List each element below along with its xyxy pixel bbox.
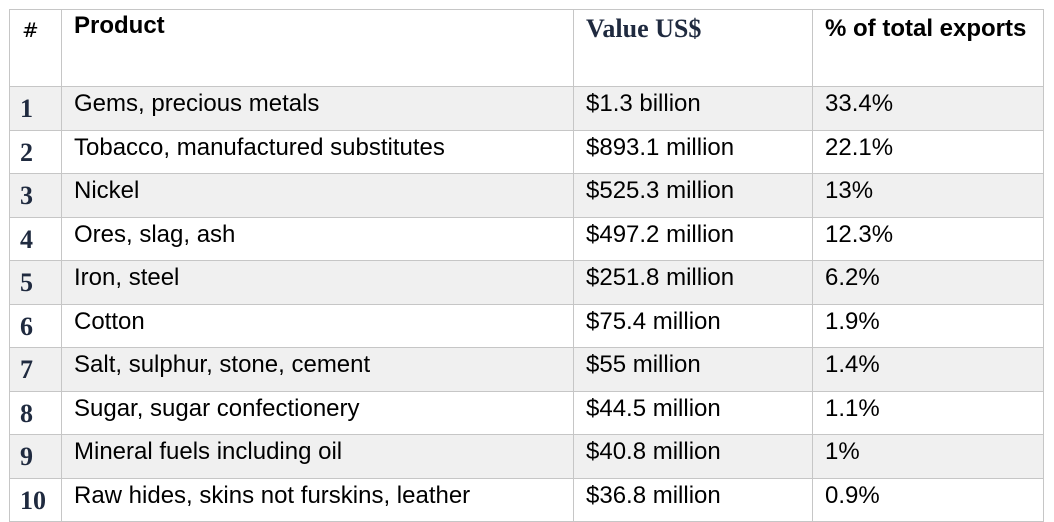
row-product: Salt, sulphur, stone, cement bbox=[61, 347, 574, 392]
row-percent: 0.9% bbox=[812, 477, 1044, 522]
row-percent: 33.4% bbox=[812, 86, 1044, 131]
row-product: Sugar, sugar confectionery bbox=[61, 390, 574, 435]
row-percent: 22.1% bbox=[812, 129, 1044, 174]
row-value: $251.8 million bbox=[573, 260, 813, 305]
row-percent: 1.1% bbox=[812, 390, 1044, 435]
table-row: 8 Sugar, sugar confectionery $44.5 milli… bbox=[9, 390, 1044, 435]
row-value: $44.5 million bbox=[573, 390, 813, 435]
row-number: 1 bbox=[9, 86, 62, 131]
row-product: Ores, slag, ash bbox=[61, 216, 574, 261]
row-value: $55 million bbox=[573, 347, 813, 392]
row-product: Tobacco, manufactured substitutes bbox=[61, 129, 574, 174]
table-row: 5 Iron, steel $251.8 million 6.2% bbox=[9, 260, 1044, 305]
table-row: 9 Mineral fuels including oil $40.8 mill… bbox=[9, 434, 1044, 479]
table-row: 6 Cotton $75.4 million 1.9% bbox=[9, 303, 1044, 348]
row-number: 8 bbox=[9, 390, 62, 435]
row-number: 4 bbox=[9, 216, 62, 261]
row-number: 9 bbox=[9, 434, 62, 479]
exports-table: # Product Value US$ % of total exports 1… bbox=[9, 9, 1044, 522]
row-product: Iron, steel bbox=[61, 260, 574, 305]
row-percent: 1% bbox=[812, 434, 1044, 479]
row-value: $75.4 million bbox=[573, 303, 813, 348]
row-value: $525.3 million bbox=[573, 173, 813, 218]
row-number: 7 bbox=[9, 347, 62, 392]
table-row: 3 Nickel $525.3 million 13% bbox=[9, 173, 1044, 218]
header-product: Product bbox=[61, 9, 574, 87]
row-percent: 12.3% bbox=[812, 216, 1044, 261]
row-percent: 1.4% bbox=[812, 347, 1044, 392]
row-value: $36.8 million bbox=[573, 477, 813, 522]
table-row: 4 Ores, slag, ash $497.2 million 12.3% bbox=[9, 216, 1044, 261]
table-row: 7 Salt, sulphur, stone, cement $55 milli… bbox=[9, 347, 1044, 392]
header-number: # bbox=[9, 9, 62, 87]
row-number: 6 bbox=[9, 303, 62, 348]
row-number: 3 bbox=[9, 173, 62, 218]
row-value: $893.1 million bbox=[573, 129, 813, 174]
table-header-row: # Product Value US$ % of total exports bbox=[9, 9, 1044, 87]
row-product: Mineral fuels including oil bbox=[61, 434, 574, 479]
table-row: 1 Gems, precious metals $1.3 billion 33.… bbox=[9, 86, 1044, 131]
header-value: Value US$ bbox=[573, 9, 813, 87]
row-percent: 6.2% bbox=[812, 260, 1044, 305]
table-row: 2 Tobacco, manufactured substitutes $893… bbox=[9, 129, 1044, 174]
row-value: $1.3 billion bbox=[573, 86, 813, 131]
row-product: Gems, precious metals bbox=[61, 86, 574, 131]
row-percent: 1.9% bbox=[812, 303, 1044, 348]
row-number: 5 bbox=[9, 260, 62, 305]
row-value: $40.8 million bbox=[573, 434, 813, 479]
row-number: 2 bbox=[9, 129, 62, 174]
row-value: $497.2 million bbox=[573, 216, 813, 261]
row-product: Raw hides, skins not furskins, leather bbox=[61, 477, 574, 522]
row-product: Cotton bbox=[61, 303, 574, 348]
table-row: 10 Raw hides, skins not furskins, leathe… bbox=[9, 477, 1044, 522]
row-number: 10 bbox=[9, 477, 62, 522]
row-product: Nickel bbox=[61, 173, 574, 218]
header-percent: % of total exports bbox=[812, 9, 1044, 87]
row-percent: 13% bbox=[812, 173, 1044, 218]
